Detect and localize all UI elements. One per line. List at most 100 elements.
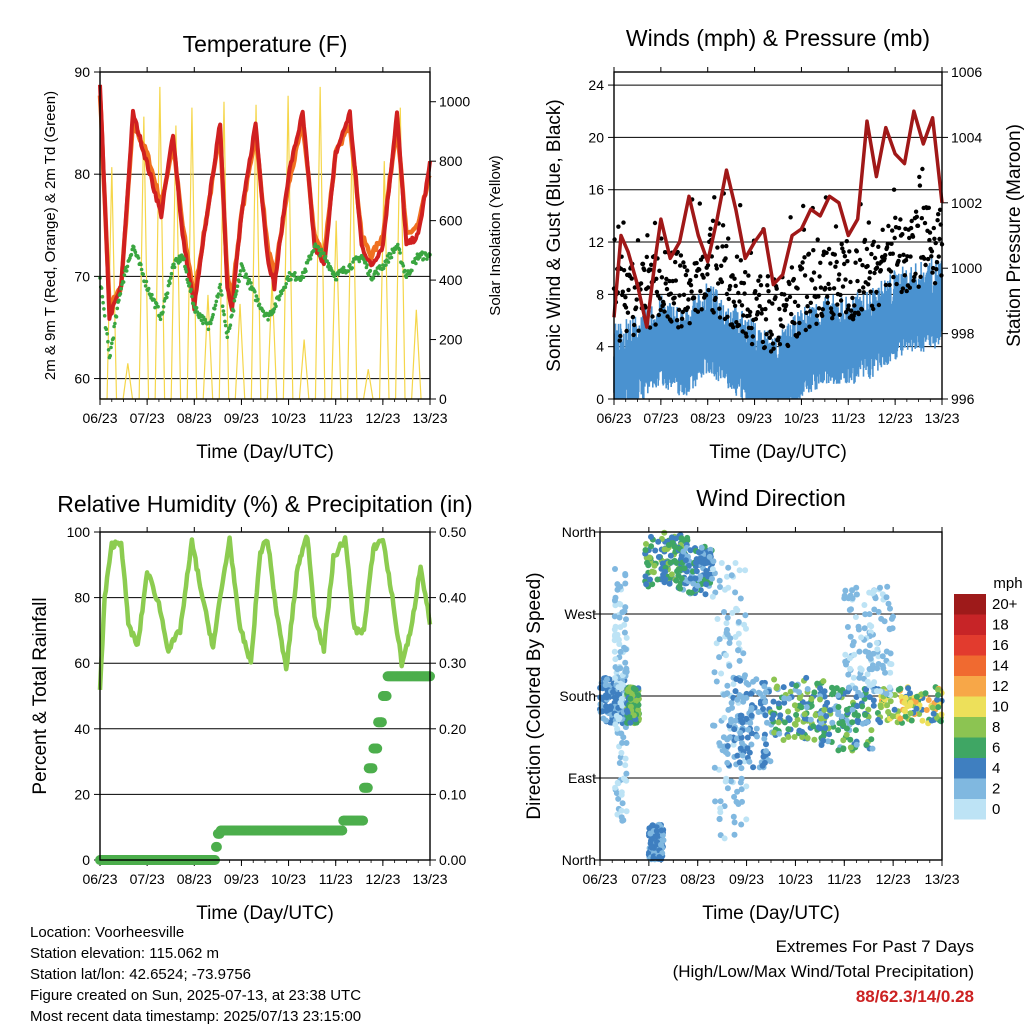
wind-direction-point — [623, 770, 630, 777]
wind-direction-point — [842, 587, 849, 594]
wind-direction-point — [907, 699, 914, 706]
wind-direction-point — [801, 715, 808, 722]
series-gust-point — [759, 311, 764, 316]
wind-direction-point — [623, 634, 630, 641]
series-gust-point — [632, 322, 637, 328]
series-gust-point — [770, 341, 776, 346]
x-tick-label: 11/23 — [831, 410, 865, 426]
wind-direction-point — [724, 785, 731, 792]
wind-direction-point — [935, 686, 941, 693]
series-gust-point — [679, 316, 685, 321]
series-dewpoint-point — [341, 265, 346, 270]
series-gust-point — [738, 203, 743, 208]
legend-swatch — [954, 676, 986, 697]
wind-direction-point — [792, 721, 799, 728]
wind-direction-point — [732, 560, 739, 566]
series-gust-point — [724, 291, 730, 297]
wind-direction-point — [874, 688, 880, 694]
series-gust-point — [885, 241, 890, 246]
series-gust-point — [703, 293, 709, 298]
series-dewpoint-point — [299, 277, 303, 282]
wind-direction-point — [622, 580, 629, 587]
series-dewpoint-point — [218, 282, 222, 287]
series-dewpoint-point — [377, 264, 382, 268]
wind-direction-point — [651, 562, 658, 569]
series-dewpoint-point — [277, 297, 281, 302]
wind-direction-point — [886, 626, 893, 633]
series-gust-point — [686, 297, 691, 302]
wind-direction-point — [847, 736, 854, 743]
series-gust-point — [816, 306, 822, 311]
wind-direction-point — [777, 712, 784, 719]
wind-direction-point — [682, 557, 689, 564]
y-right-tick-label: 0.50 — [439, 524, 466, 540]
series-gust-point — [831, 312, 836, 317]
wind-direction-point — [603, 707, 610, 714]
wind-direction-point — [618, 695, 625, 702]
info-latlon: Station lat/lon: 42.6524; -73.9756 — [30, 966, 252, 983]
series-gust-point — [867, 276, 872, 281]
series-relative-humidity — [97, 534, 433, 691]
wind-direction-point — [884, 583, 891, 590]
wind-direction-point — [843, 731, 850, 738]
x-tick-label: 13/23 — [924, 871, 959, 887]
wind-direction-point — [739, 719, 746, 726]
series-gust-point — [766, 289, 771, 294]
series-dewpoint-point — [102, 314, 107, 318]
legend-swatch — [954, 696, 986, 717]
wind-direction-point — [729, 704, 735, 711]
wind-direction-point — [611, 597, 618, 604]
extremes-values: 88/62.3/14/0.28 — [855, 987, 974, 1006]
wind-direction-point — [810, 723, 817, 730]
x-tick-label: 06/23 — [582, 871, 617, 887]
y-right-tick-label: 0.30 — [439, 655, 466, 671]
wind-direction-point — [799, 728, 806, 735]
series-2m-temperature — [98, 84, 432, 321]
wind-direction-point — [731, 726, 738, 733]
wind-direction-point — [721, 803, 728, 810]
wind-direction-point — [829, 691, 836, 698]
series-gust-point — [707, 232, 713, 237]
series-gust-point — [919, 216, 924, 221]
wind-direction-point — [724, 614, 731, 621]
wind-direction-point — [826, 731, 833, 738]
wind-direction-point — [724, 736, 731, 743]
wind-direction-point — [626, 714, 633, 721]
wind-direction-point — [773, 685, 780, 692]
wind-direction-point — [622, 755, 629, 762]
wind-direction-point — [742, 567, 749, 574]
wind-direction-point — [881, 618, 888, 625]
wind-direction-point — [887, 605, 893, 612]
wind-direction-point — [812, 712, 819, 719]
series-gust-point — [741, 313, 746, 318]
wind-direction-point — [849, 706, 856, 713]
series-dewpoint-point — [283, 285, 288, 290]
series-gust-point — [857, 288, 862, 294]
wind-direction-point — [856, 674, 863, 681]
series-gust-point — [799, 266, 805, 271]
x-tick-label: 07/23 — [130, 410, 165, 426]
series-gust-point — [876, 302, 882, 308]
wind-direction-point — [856, 648, 863, 655]
wind-direction-point — [762, 712, 769, 719]
wind-direction-point — [740, 650, 747, 657]
series-dewpoint-point — [319, 247, 324, 252]
wind-direction-point — [623, 616, 629, 623]
series-gust-point — [740, 329, 745, 334]
wind-direction-point — [623, 777, 630, 784]
series-gust-point — [650, 314, 655, 319]
wind-direction-point — [716, 577, 723, 584]
wind-direction-point — [817, 696, 823, 703]
legend-swatch — [954, 655, 986, 676]
wind-direction-point — [755, 709, 762, 715]
series-gust-point — [734, 254, 740, 259]
wind-direction-point — [786, 695, 792, 702]
series-dewpoint-point — [117, 298, 121, 303]
wind-direction-point — [717, 805, 724, 812]
x-axis-label: Time (Day/UTC) — [709, 442, 847, 463]
series-gust-point — [915, 223, 921, 228]
series-dewpoint-point — [154, 301, 159, 306]
series-gust-point — [845, 259, 850, 264]
series-gust-point — [732, 303, 738, 308]
wind-direction-point — [733, 676, 740, 682]
